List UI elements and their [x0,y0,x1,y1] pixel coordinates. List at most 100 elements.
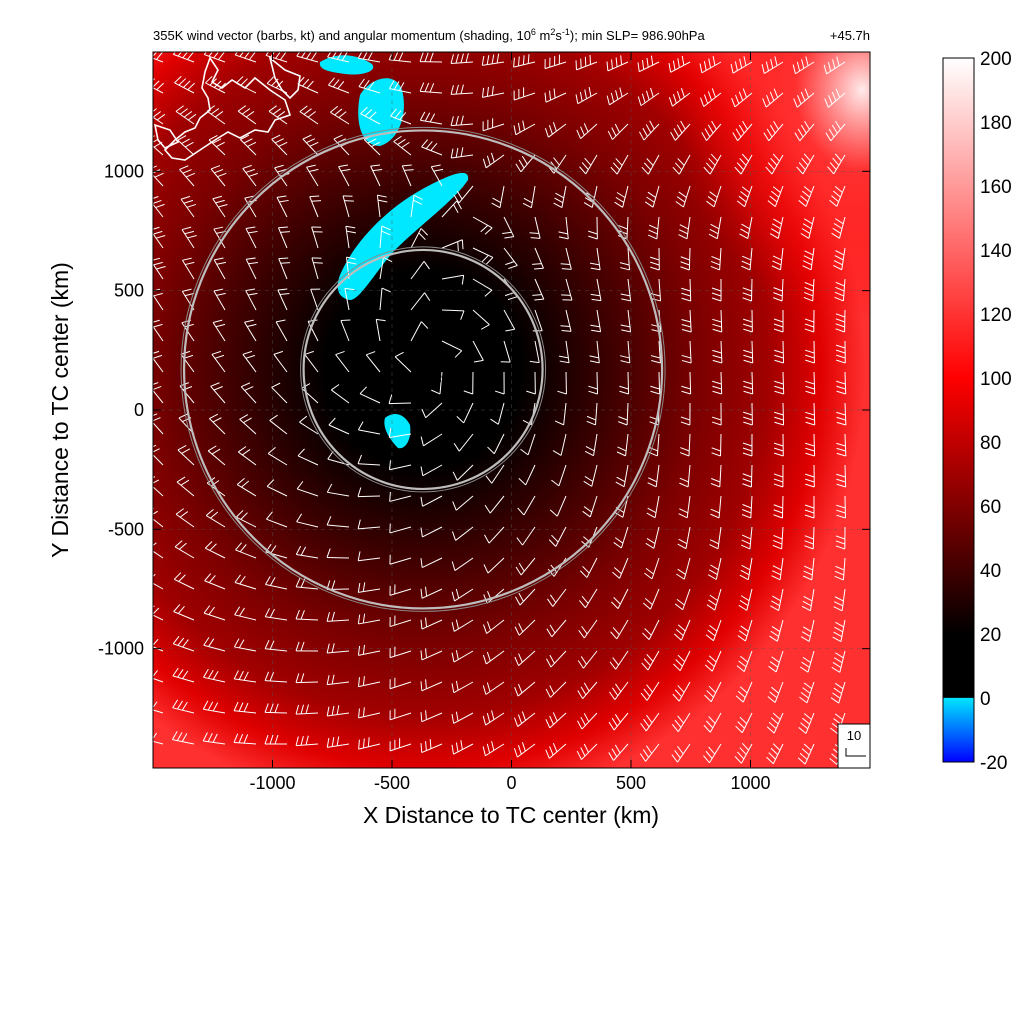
wind-barb-feather [520,448,529,456]
wind-barb-feather [362,676,365,686]
wind-barb-feather [620,324,631,328]
wind-barb-staff [596,278,602,301]
wind-barb-staff [277,289,288,311]
wind-barb-feather [212,417,222,423]
wind-barb-feather [705,162,714,171]
wind-barb [172,635,195,652]
wind-barb-feather [517,744,522,755]
wind-barb-feather [734,94,740,104]
wind-barb-feather [614,714,621,723]
wind-barb-feather [452,501,457,511]
wind-barb-feather [740,595,750,602]
wind-barb-staff [328,84,350,94]
wind-barb-feather [451,531,457,541]
wind-barb-staff [211,353,226,373]
wind-barb [242,350,257,373]
wind-barb-staff [236,484,257,497]
wind-barb-staff [687,464,691,487]
wind-barb-feather [213,288,224,292]
wind-barb-feather [460,84,464,94]
wind-barb-staff [740,154,753,175]
wind-barb-feather [801,157,809,166]
wind-barb [451,740,474,755]
wind-barb-feather [456,190,463,200]
wind-barb-staff [688,433,691,457]
wind-barb-staff [749,247,753,270]
wind-barb-staff [237,451,257,466]
wind-barb-staff [265,584,288,590]
wind-barb-feather [802,575,813,581]
wind-barb-staff [153,174,164,187]
wind-barb [620,309,632,333]
wind-barb-feather [739,158,747,166]
wind-barb-feather [456,200,462,210]
wind-barb-feather [178,574,186,582]
wind-barb-feather [270,545,277,554]
wind-barb-feather [508,265,518,270]
wind-barb-feather [245,111,255,118]
wind-barb [708,216,722,240]
wind-barb-staff [234,710,257,714]
colorbar-tick-label: 140 [980,241,1012,262]
wind-barb-feather [547,568,555,577]
wind-barb-feather [835,652,844,659]
wind-barb-feather [419,82,425,92]
wind-barb-staff [686,495,691,518]
wind-barb [451,711,474,724]
wind-barb-staff [453,743,474,755]
wind-barb-feather [740,191,749,198]
wind-barb [451,680,474,694]
wind-barb-staff [420,90,443,94]
wind-barb-staff [358,463,381,466]
wind-barb-staff [688,247,691,271]
wind-barb [342,195,354,218]
wind-barb-staff [458,185,474,204]
wind-barb-feather [331,737,335,747]
wind-barb-feather [792,64,796,74]
wind-barb-feather [244,52,250,59]
wind-barb-staff [518,650,536,667]
wind-barb [482,681,505,695]
wind-barb-feather [738,660,747,668]
wind-barb-feather [680,421,691,426]
wind-barb-feather [265,576,271,585]
wind-barb [203,605,226,621]
wind-barb-staff [715,557,722,580]
wind-barb-staff [389,743,412,752]
wind-barb-feather [774,390,784,395]
wind-barb-feather [741,186,750,193]
wind-barb [172,667,195,683]
wind-barb-feather [463,390,473,395]
wind-barb [678,216,691,240]
wind-barb-feather [835,250,845,256]
wind-barb-feather [544,128,549,138]
high-momentum-region [672,52,870,320]
wind-barb-feather [672,166,680,175]
wind-barb [773,278,784,302]
wind-barb [503,309,516,332]
wind-barb [450,147,474,159]
wind-barb-feather [517,122,521,133]
wind-barb-feather [773,483,784,488]
wind-barb [829,185,846,207]
wind-barb [739,557,753,581]
wind-barb-staff [234,614,257,621]
wind-barb-feather [484,504,491,514]
wind-barb-feather [207,701,214,711]
wind-barb-staff [553,557,567,577]
wind-barb-feather [677,624,686,632]
wind-barb [491,185,505,209]
wind-barb-feather [486,86,489,97]
wind-barb-feather [544,92,547,103]
wind-barb-feather [608,752,614,761]
wind-barb-feather [770,717,779,725]
wind-barb-feather [743,380,753,385]
wind-barb-staff [685,526,691,549]
wind-barb-feather [529,232,539,235]
wind-barb-feather [266,76,275,84]
wind-barb-staff [844,464,847,488]
wind-barb-feather [675,201,684,208]
wind-barb-staff [203,612,226,621]
wind-barb [203,668,226,683]
wind-barb-feather [651,298,661,302]
